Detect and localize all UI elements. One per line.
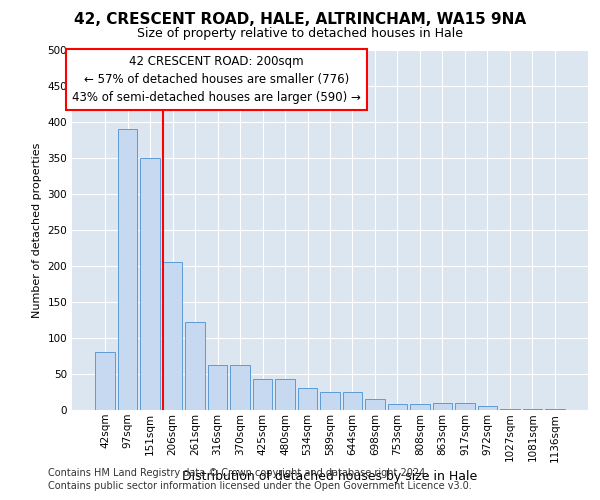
Bar bbox=[230, 364, 250, 410]
Bar bbox=[275, 379, 295, 410]
Text: Size of property relative to detached houses in Hale: Size of property relative to detached ho… bbox=[137, 28, 463, 40]
Bar bbox=[500, 408, 520, 410]
Bar bbox=[95, 352, 115, 410]
Bar bbox=[320, 392, 340, 410]
Bar bbox=[365, 399, 385, 410]
Text: Contains HM Land Registry data © Crown copyright and database right 2024.: Contains HM Land Registry data © Crown c… bbox=[48, 468, 428, 477]
Bar bbox=[455, 403, 475, 410]
Bar bbox=[163, 262, 182, 410]
Text: 42, CRESCENT ROAD, HALE, ALTRINCHAM, WA15 9NA: 42, CRESCENT ROAD, HALE, ALTRINCHAM, WA1… bbox=[74, 12, 526, 28]
X-axis label: Distribution of detached houses by size in Hale: Distribution of detached houses by size … bbox=[182, 470, 478, 483]
Bar bbox=[478, 406, 497, 410]
Bar bbox=[208, 364, 227, 410]
Bar bbox=[433, 403, 452, 410]
Bar bbox=[545, 408, 565, 410]
Bar bbox=[523, 408, 542, 410]
Y-axis label: Number of detached properties: Number of detached properties bbox=[32, 142, 42, 318]
Bar bbox=[343, 392, 362, 410]
Bar bbox=[253, 379, 272, 410]
Bar bbox=[140, 158, 160, 410]
Text: 42 CRESCENT ROAD: 200sqm
← 57% of detached houses are smaller (776)
43% of semi-: 42 CRESCENT ROAD: 200sqm ← 57% of detach… bbox=[72, 56, 361, 104]
Bar bbox=[298, 388, 317, 410]
Bar bbox=[388, 404, 407, 410]
Bar bbox=[185, 322, 205, 410]
Text: Contains public sector information licensed under the Open Government Licence v3: Contains public sector information licen… bbox=[48, 481, 472, 491]
Bar bbox=[410, 404, 430, 410]
Bar bbox=[118, 129, 137, 410]
